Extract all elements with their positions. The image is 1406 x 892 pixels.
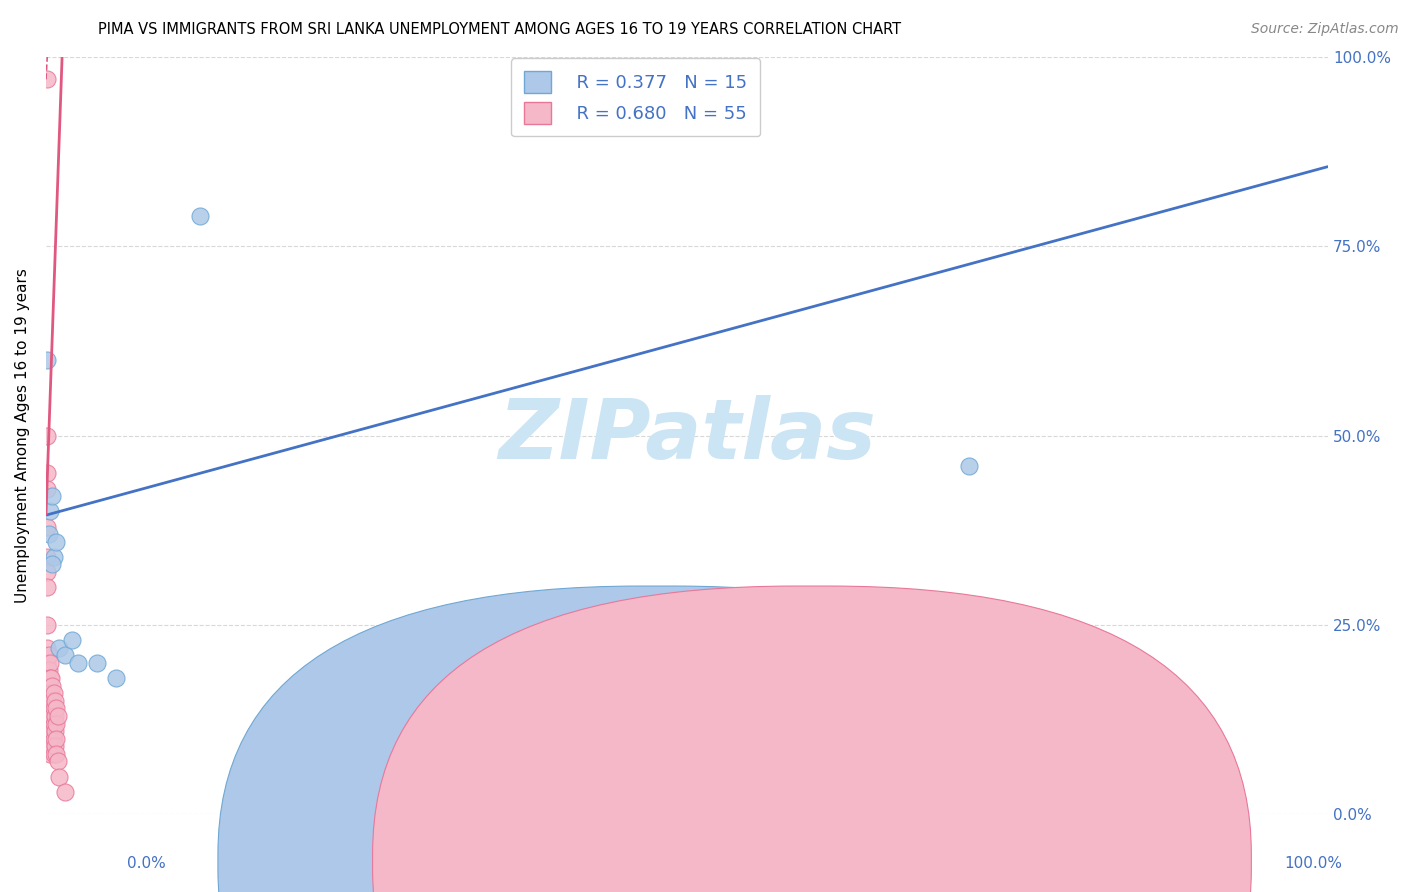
Point	[38, 527, 60, 541]
Point	[41, 724, 63, 739]
Point	[48, 770, 70, 784]
Point	[45, 716, 67, 731]
Point	[48, 640, 70, 655]
Point	[37, 428, 59, 442]
Point	[38, 679, 60, 693]
Point	[188, 209, 211, 223]
Point	[46, 709, 69, 723]
Point	[45, 534, 67, 549]
Point	[37, 640, 59, 655]
Point	[37, 565, 59, 579]
Point	[37, 694, 59, 708]
Point	[39, 686, 62, 700]
Text: 0.0%: 0.0%	[127, 856, 166, 871]
Text: PIMA VS IMMIGRANTS FROM SRI LANKA UNEMPLOYMENT AMONG AGES 16 TO 19 YEARS CORRELA: PIMA VS IMMIGRANTS FROM SRI LANKA UNEMPL…	[98, 22, 901, 37]
Point	[44, 709, 66, 723]
Point	[42, 701, 65, 715]
Point	[38, 731, 60, 746]
Point	[60, 633, 83, 648]
Point	[86, 656, 108, 670]
Legend:   R = 0.377   N = 15,   R = 0.680   N = 55: R = 0.377 N = 15, R = 0.680 N = 55	[512, 58, 761, 136]
Point	[41, 709, 63, 723]
Point	[42, 731, 65, 746]
Point	[37, 618, 59, 632]
Point	[37, 671, 59, 685]
Point	[105, 671, 128, 685]
Point	[42, 686, 65, 700]
Point	[38, 701, 60, 715]
Y-axis label: Unemployment Among Ages 16 to 19 years: Unemployment Among Ages 16 to 19 years	[15, 268, 30, 603]
Point	[44, 739, 66, 754]
Point	[38, 716, 60, 731]
Text: ZIPatlas: ZIPatlas	[498, 395, 876, 476]
Point	[42, 747, 65, 761]
Point	[37, 72, 59, 87]
Point	[53, 648, 76, 663]
Point	[38, 648, 60, 663]
Point	[38, 701, 60, 715]
Point	[37, 656, 59, 670]
Point	[45, 731, 67, 746]
Point	[41, 558, 63, 572]
Point	[957, 458, 980, 473]
Point	[38, 656, 60, 670]
Point	[42, 716, 65, 731]
Point	[39, 671, 62, 685]
Point	[38, 686, 60, 700]
Point	[38, 731, 60, 746]
Point	[37, 679, 59, 693]
Point	[45, 747, 67, 761]
Point	[45, 701, 67, 715]
Point	[44, 694, 66, 708]
Point	[37, 709, 59, 723]
Point	[38, 716, 60, 731]
Point	[44, 724, 66, 739]
Point	[37, 549, 59, 564]
Text: 100.0%: 100.0%	[1285, 856, 1343, 871]
Point	[37, 580, 59, 594]
Point	[38, 747, 60, 761]
Point	[37, 352, 59, 367]
Point	[38, 664, 60, 678]
Point	[37, 519, 59, 533]
Point	[37, 482, 59, 496]
Point	[46, 755, 69, 769]
Point	[39, 731, 62, 746]
Point	[38, 671, 60, 685]
Point	[66, 656, 89, 670]
Point	[39, 716, 62, 731]
Point	[38, 504, 60, 518]
Point	[41, 679, 63, 693]
Point	[41, 489, 63, 503]
Point	[41, 739, 63, 754]
Point	[39, 701, 62, 715]
Text: Immigrants from Sri Lanka: Immigrants from Sri Lanka	[775, 856, 997, 874]
Point	[53, 785, 76, 799]
Point	[37, 467, 59, 481]
Point	[41, 694, 63, 708]
Point	[42, 549, 65, 564]
Text: Pima: Pima	[683, 856, 723, 874]
Text: Source: ZipAtlas.com: Source: ZipAtlas.com	[1251, 22, 1399, 37]
